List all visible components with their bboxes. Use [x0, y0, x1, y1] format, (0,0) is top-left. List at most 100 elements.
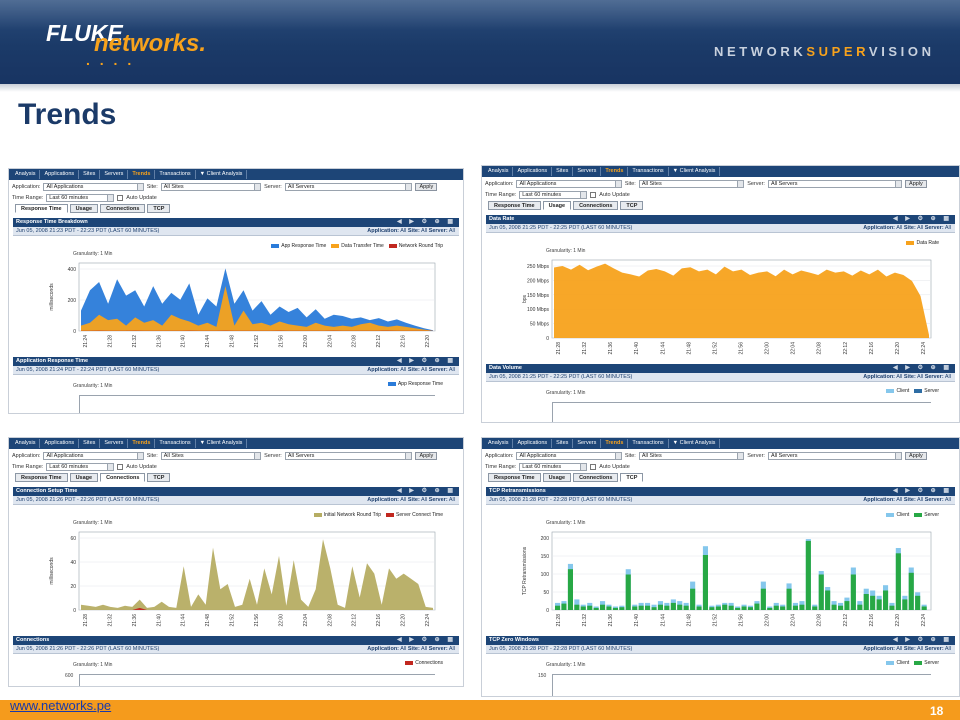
section-toolbar-icons[interactable]: ◀ ▶ ⚙ ⊕ ▦: [397, 637, 456, 643]
chart-svg: 400 200 0 milliseconds 21:24 21:28 21:32 21:36 2…: [49, 262, 436, 348]
application-select[interactable]: All Applications: [43, 451, 144, 460]
subtab[interactable]: TCP: [620, 473, 644, 482]
subtab[interactable]: Usage: [542, 201, 572, 210]
subtabs: Response Time Usage Connections TCP: [15, 473, 171, 483]
context-key: Site:: [903, 646, 916, 652]
nav-tab[interactable]: Analysis: [484, 167, 514, 176]
nav-tab[interactable]: Sites: [552, 439, 574, 448]
nav-tab[interactable]: Analysis: [11, 170, 41, 179]
apply-button[interactable]: Apply: [415, 451, 438, 460]
apply-button[interactable]: Apply: [905, 451, 927, 460]
section-toolbar-icons[interactable]: ◀ ▶ ⚙ ⊕ ▦: [893, 488, 952, 494]
x-tick-label: 21:32: [107, 614, 113, 627]
nav-tab[interactable]: Servers: [100, 170, 129, 179]
site-select[interactable]: All Sites: [638, 451, 745, 460]
subtab[interactable]: Connections: [100, 204, 146, 213]
subtab[interactable]: Connections: [573, 473, 619, 482]
section-toolbar-icons[interactable]: ◀ ▶ ⚙ ⊕ ▦: [893, 365, 952, 371]
section-toolbar-icons[interactable]: ◀ ▶ ⚙ ⊕ ▦: [397, 488, 456, 494]
nav-tab[interactable]: Trends: [601, 439, 629, 448]
time-range-select[interactable]: Last 60 minutes: [519, 190, 588, 199]
nav-tab[interactable]: Sites: [79, 170, 101, 179]
auto-update-checkbox[interactable]: [117, 194, 124, 201]
section-toolbar-icons[interactable]: ◀ ▶ ⚙ ⊕ ▦: [893, 637, 952, 643]
nav-tab[interactable]: ▼ Client Analysis: [196, 439, 248, 448]
nav-tab[interactable]: ▼ Client Analysis: [669, 167, 721, 176]
context-value: All: [399, 228, 408, 234]
nav-tab[interactable]: Transactions: [628, 439, 669, 448]
section-toolbar-icons[interactable]: ◀ ▶ ⚙ ⊕ ▦: [397, 358, 456, 364]
server-select[interactable]: All Servers: [767, 179, 903, 188]
nav-tab[interactable]: Transactions: [628, 167, 669, 176]
nav-tab[interactable]: Sites: [552, 167, 574, 176]
section-toolbar-icons[interactable]: ◀ ▶ ⚙ ⊕ ▦: [893, 216, 952, 222]
application-select[interactable]: All Applications: [516, 179, 622, 188]
server-bar: [844, 601, 850, 610]
nav-tab[interactable]: Transactions: [155, 439, 196, 448]
server-select[interactable]: All Servers: [767, 451, 903, 460]
server-select[interactable]: All Servers: [284, 182, 413, 191]
subtab[interactable]: Response Time: [488, 473, 541, 482]
context-value: All: [447, 228, 455, 234]
site-select[interactable]: All Sites: [160, 451, 262, 460]
subtab[interactable]: Usage: [542, 473, 572, 482]
context-key: Application:: [863, 646, 896, 652]
subtab[interactable]: Connections: [573, 201, 619, 210]
nav-tab[interactable]: Servers: [573, 439, 602, 448]
nav-tab[interactable]: Trends: [601, 167, 629, 176]
apply-button[interactable]: Apply: [415, 182, 438, 191]
nav-tab[interactable]: Applications: [513, 167, 553, 176]
legend-label: App Response Time: [397, 381, 443, 387]
nav-tab[interactable]: Applications: [40, 170, 80, 179]
subtab[interactable]: Usage: [69, 473, 99, 482]
nav-tab[interactable]: Servers: [573, 167, 602, 176]
application-select[interactable]: All Applications: [516, 451, 622, 460]
subtab[interactable]: TCP: [620, 201, 644, 210]
time-range-select[interactable]: Last 60 minutes: [46, 193, 115, 202]
nav-tab[interactable]: Sites: [79, 439, 101, 448]
nav-tab[interactable]: ▼ Client Analysis: [196, 170, 248, 179]
x-tick-label: 21:52: [230, 614, 236, 627]
nav-tab[interactable]: Applications: [513, 439, 553, 448]
section-header: TCP Zero Windows ◀ ▶ ⚙ ⊕ ▦: [486, 636, 955, 645]
application-select[interactable]: All Applications: [43, 182, 144, 191]
footer-website-link[interactable]: www.networks.pe: [10, 698, 112, 713]
nav-tab[interactable]: Applications: [40, 439, 80, 448]
auto-update-checkbox[interactable]: [590, 191, 597, 198]
server-bar: [870, 595, 876, 610]
legend-label: Client: [896, 660, 910, 666]
section-toolbar-icons[interactable]: ◀ ▶ ⚙ ⊕ ▦: [397, 219, 456, 225]
server-select[interactable]: All Servers: [284, 451, 413, 460]
server-bar: [593, 607, 599, 610]
legend-label: Server: [924, 512, 939, 518]
subtab[interactable]: Response Time: [488, 201, 541, 210]
nav-tab[interactable]: Servers: [100, 439, 129, 448]
nav-tab[interactable]: Analysis: [484, 439, 514, 448]
auto-update-checkbox[interactable]: [117, 463, 124, 470]
nav-tab[interactable]: Transactions: [155, 170, 196, 179]
x-tick-label: 22:04: [791, 342, 797, 355]
subtab[interactable]: Connections: [100, 473, 146, 482]
server-label: Server:: [747, 452, 765, 459]
nav-tab[interactable]: Trends: [128, 170, 156, 179]
server-bar: [825, 590, 831, 610]
subtab[interactable]: TCP: [147, 473, 171, 482]
logo-networks-text: networks.: [94, 30, 207, 57]
server-label: Server:: [264, 183, 282, 190]
site-select[interactable]: All Sites: [638, 179, 745, 188]
section-context: Application: All Site: All Server: All: [863, 496, 951, 505]
apply-button[interactable]: Apply: [905, 179, 927, 188]
subtab[interactable]: Usage: [69, 204, 99, 213]
subtab[interactable]: Response Time: [15, 204, 68, 213]
time-range-select[interactable]: Last 60 minutes: [519, 462, 588, 471]
subtab[interactable]: Response Time: [15, 473, 68, 482]
site-select[interactable]: All Sites: [160, 182, 262, 191]
server-bar: [625, 574, 631, 610]
nav-tab[interactable]: Analysis: [11, 439, 41, 448]
nav-tab[interactable]: Trends: [128, 439, 156, 448]
time-range-select[interactable]: Last 60 minutes: [46, 462, 115, 471]
y-tick-label: 0: [73, 329, 76, 335]
nav-tab[interactable]: ▼ Client Analysis: [669, 439, 721, 448]
auto-update-checkbox[interactable]: [590, 463, 597, 470]
subtab[interactable]: TCP: [147, 204, 171, 213]
